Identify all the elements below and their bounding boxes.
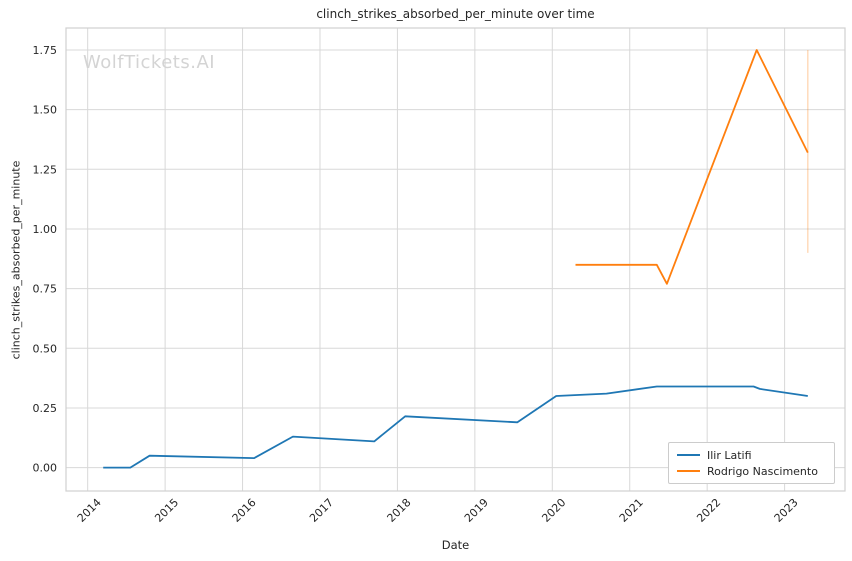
y-tick-label: 1.50 [33, 104, 58, 117]
y-tick-label: 0.50 [33, 342, 58, 355]
chart-title: clinch_strikes_absorbed_per_minute over … [316, 7, 595, 21]
x-tick-label: 2014 [75, 496, 104, 525]
y-axis-label: clinch_strikes_absorbed_per_minute [9, 160, 23, 360]
y-tick-label: 1.25 [33, 163, 58, 176]
watermark-text: WolfTickets.AI [83, 52, 216, 73]
legend: Ilir Latifi Rodrigo Nascimento [668, 442, 835, 484]
y-tick-label: 1.75 [33, 44, 58, 57]
x-axis-label: Date [441, 538, 470, 552]
legend-entry: Ilir Latifi [677, 447, 826, 463]
x-tick-label: 2022 [694, 496, 723, 525]
series-line-rodrigo-nascimento [575, 49, 809, 285]
legend-label: Rodrigo Nascimento [707, 464, 818, 478]
x-tick-label: 2018 [385, 496, 414, 525]
x-tick-label: 2021 [617, 496, 646, 525]
y-tick-label: 0.25 [33, 402, 58, 415]
x-tick-label: 2020 [539, 496, 568, 525]
x-tick-label: 2015 [152, 496, 181, 525]
legend-line-swatch [677, 454, 700, 456]
legend-entry: Rodrigo Nascimento [677, 463, 826, 479]
x-tick-label: 2016 [230, 496, 259, 525]
x-tick-label: 2019 [462, 496, 491, 525]
x-tick-label: 2023 [772, 496, 801, 525]
legend-label: Ilir Latifi [707, 448, 752, 462]
y-tick-label: 1.00 [33, 223, 58, 236]
plot-border [65, 27, 846, 492]
series-line-ilir-latifi [103, 385, 808, 469]
y-tick-label: 0.75 [33, 283, 58, 296]
x-tick-label: 2017 [307, 496, 336, 525]
y-tick-label: 0.00 [33, 462, 58, 475]
legend-line-swatch [677, 470, 700, 472]
